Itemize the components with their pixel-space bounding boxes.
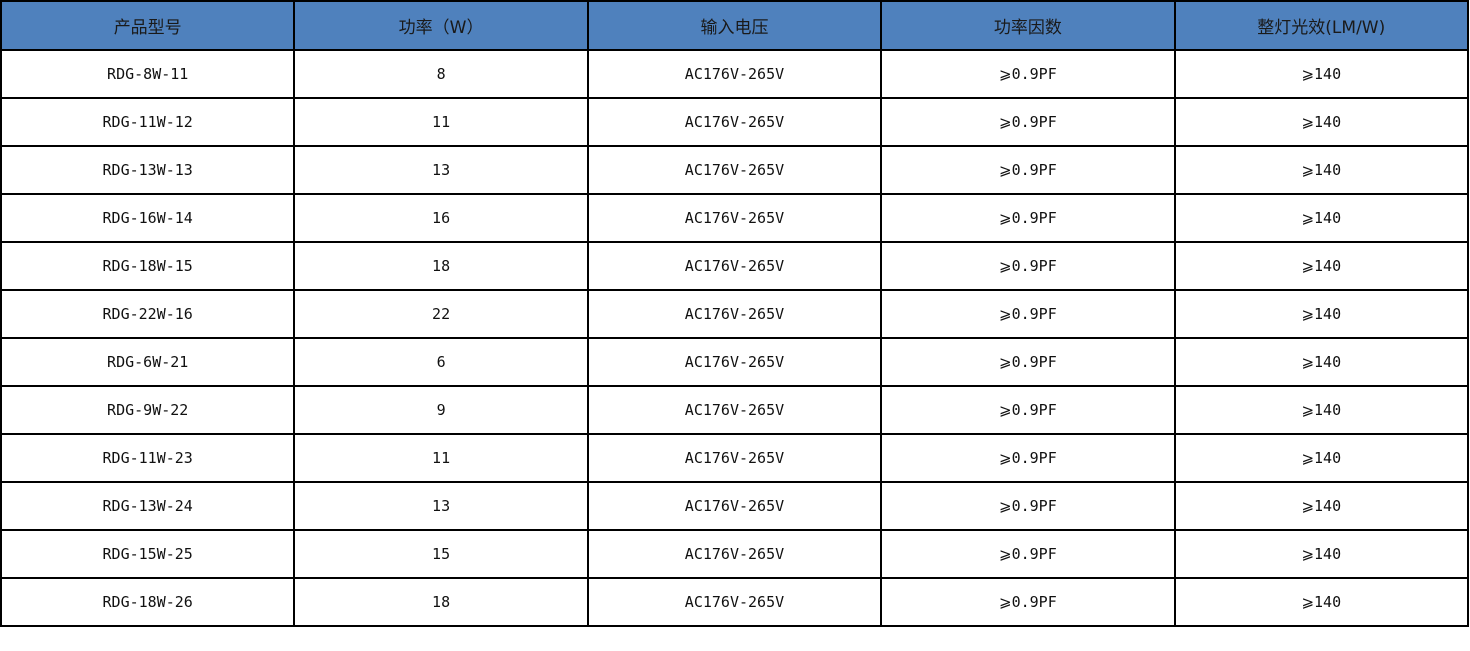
- cell-input-voltage: AC176V-265V: [586, 193, 883, 243]
- cell-input-voltage: AC176V-265V: [586, 145, 883, 195]
- cell-power-factor: ⩾0.9PF: [880, 577, 1176, 627]
- cell-luminous-efficacy: ⩾140: [1173, 433, 1470, 483]
- cell-power: 11: [293, 433, 589, 483]
- cell-model: RDG-13W-24: [0, 481, 296, 531]
- cell-power: 13: [293, 145, 589, 195]
- cell-input-voltage: AC176V-265V: [586, 289, 883, 339]
- table-row: RDG-6W-21 6 AC176V-265V ⩾0.9PF ⩾140: [0, 337, 1470, 387]
- cell-model: RDG-18W-15: [0, 241, 296, 291]
- cell-luminous-efficacy: ⩾140: [1173, 193, 1470, 243]
- cell-power-factor: ⩾0.9PF: [880, 433, 1176, 483]
- cell-power: 13: [293, 481, 589, 531]
- table-row: RDG-11W-23 11 AC176V-265V ⩾0.9PF ⩾140: [0, 433, 1470, 483]
- cell-input-voltage: AC176V-265V: [586, 577, 883, 627]
- cell-luminous-efficacy: ⩾140: [1173, 241, 1470, 291]
- column-header-model: 产品型号: [0, 0, 296, 51]
- cell-power-factor: ⩾0.9PF: [880, 145, 1176, 195]
- cell-input-voltage: AC176V-265V: [586, 481, 883, 531]
- cell-power-factor: ⩾0.9PF: [880, 337, 1176, 387]
- cell-luminous-efficacy: ⩾140: [1173, 97, 1470, 147]
- column-header-power-factor: 功率因数: [880, 0, 1176, 51]
- cell-luminous-efficacy: ⩾140: [1173, 289, 1470, 339]
- cell-model: RDG-16W-14: [0, 193, 296, 243]
- cell-model: RDG-11W-12: [0, 97, 296, 147]
- header-row: 产品型号 功率（W） 输入电压 功率因数 整灯光效(LM/W): [0, 0, 1470, 51]
- cell-model: RDG-8W-11: [0, 49, 296, 99]
- cell-luminous-efficacy: ⩾140: [1173, 577, 1470, 627]
- cell-power: 9: [293, 385, 589, 435]
- column-header-input-voltage: 输入电压: [586, 0, 883, 51]
- column-header-power: 功率（W）: [293, 0, 589, 51]
- table-row: RDG-9W-22 9 AC176V-265V ⩾0.9PF ⩾140: [0, 385, 1470, 435]
- table-row: RDG-18W-26 18 AC176V-265V ⩾0.9PF ⩾140: [0, 577, 1470, 627]
- table-row: RDG-22W-16 22 AC176V-265V ⩾0.9PF ⩾140: [0, 289, 1470, 339]
- cell-power: 15: [293, 529, 589, 579]
- cell-model: RDG-18W-26: [0, 577, 296, 627]
- cell-power: 8: [293, 49, 589, 99]
- table-body: RDG-8W-11 8 AC176V-265V ⩾0.9PF ⩾140 RDG-11W-1…: [0, 49, 1470, 627]
- cell-power-factor: ⩾0.9PF: [880, 289, 1176, 339]
- cell-luminous-efficacy: ⩾140: [1173, 529, 1470, 579]
- cell-power: 16: [293, 193, 589, 243]
- cell-luminous-efficacy: ⩾140: [1173, 385, 1470, 435]
- cell-model: RDG-22W-16: [0, 289, 296, 339]
- cell-power-factor: ⩾0.9PF: [880, 385, 1176, 435]
- cell-power-factor: ⩾0.9PF: [880, 241, 1176, 291]
- table-row: RDG-18W-15 18 AC176V-265V ⩾0.9PF ⩾140: [0, 241, 1470, 291]
- cell-power: 18: [293, 577, 589, 627]
- cell-power: 6: [293, 337, 589, 387]
- cell-input-voltage: AC176V-265V: [586, 241, 883, 291]
- cell-power: 22: [293, 289, 589, 339]
- cell-power-factor: ⩾0.9PF: [880, 193, 1176, 243]
- cell-luminous-efficacy: ⩾140: [1173, 49, 1470, 99]
- cell-power-factor: ⩾0.9PF: [880, 49, 1176, 99]
- table-row: RDG-16W-14 16 AC176V-265V ⩾0.9PF ⩾140: [0, 193, 1470, 243]
- cell-power-factor: ⩾0.9PF: [880, 481, 1176, 531]
- cell-power-factor: ⩾0.9PF: [880, 97, 1176, 147]
- cell-input-voltage: AC176V-265V: [586, 529, 883, 579]
- cell-input-voltage: AC176V-265V: [586, 433, 883, 483]
- cell-input-voltage: AC176V-265V: [586, 337, 883, 387]
- cell-input-voltage: AC176V-265V: [586, 49, 883, 99]
- cell-luminous-efficacy: ⩾140: [1173, 337, 1470, 387]
- product-spec-table: 产品型号 功率（W） 输入电压 功率因数 整灯光效(LM/W) RDG-8W-11 8 AC…: [0, 0, 1470, 627]
- cell-model: RDG-6W-21: [0, 337, 296, 387]
- cell-luminous-efficacy: ⩾140: [1173, 145, 1470, 195]
- cell-input-voltage: AC176V-265V: [586, 97, 883, 147]
- table-row: RDG-15W-25 15 AC176V-265V ⩾0.9PF ⩾140: [0, 529, 1470, 579]
- cell-power-factor: ⩾0.9PF: [880, 529, 1176, 579]
- cell-model: RDG-11W-23: [0, 433, 296, 483]
- cell-input-voltage: AC176V-265V: [586, 385, 883, 435]
- cell-luminous-efficacy: ⩾140: [1173, 481, 1470, 531]
- cell-power: 18: [293, 241, 589, 291]
- cell-model: RDG-15W-25: [0, 529, 296, 579]
- table-row: RDG-13W-13 13 AC176V-265V ⩾0.9PF ⩾140: [0, 145, 1470, 195]
- table-row: RDG-8W-11 8 AC176V-265V ⩾0.9PF ⩾140: [0, 49, 1470, 99]
- table-row: RDG-11W-12 11 AC176V-265V ⩾0.9PF ⩾140: [0, 97, 1470, 147]
- column-header-luminous-efficacy: 整灯光效(LM/W): [1173, 0, 1470, 51]
- cell-power: 11: [293, 97, 589, 147]
- cell-model: RDG-13W-13: [0, 145, 296, 195]
- table-row: RDG-13W-24 13 AC176V-265V ⩾0.9PF ⩾140: [0, 481, 1470, 531]
- cell-model: RDG-9W-22: [0, 385, 296, 435]
